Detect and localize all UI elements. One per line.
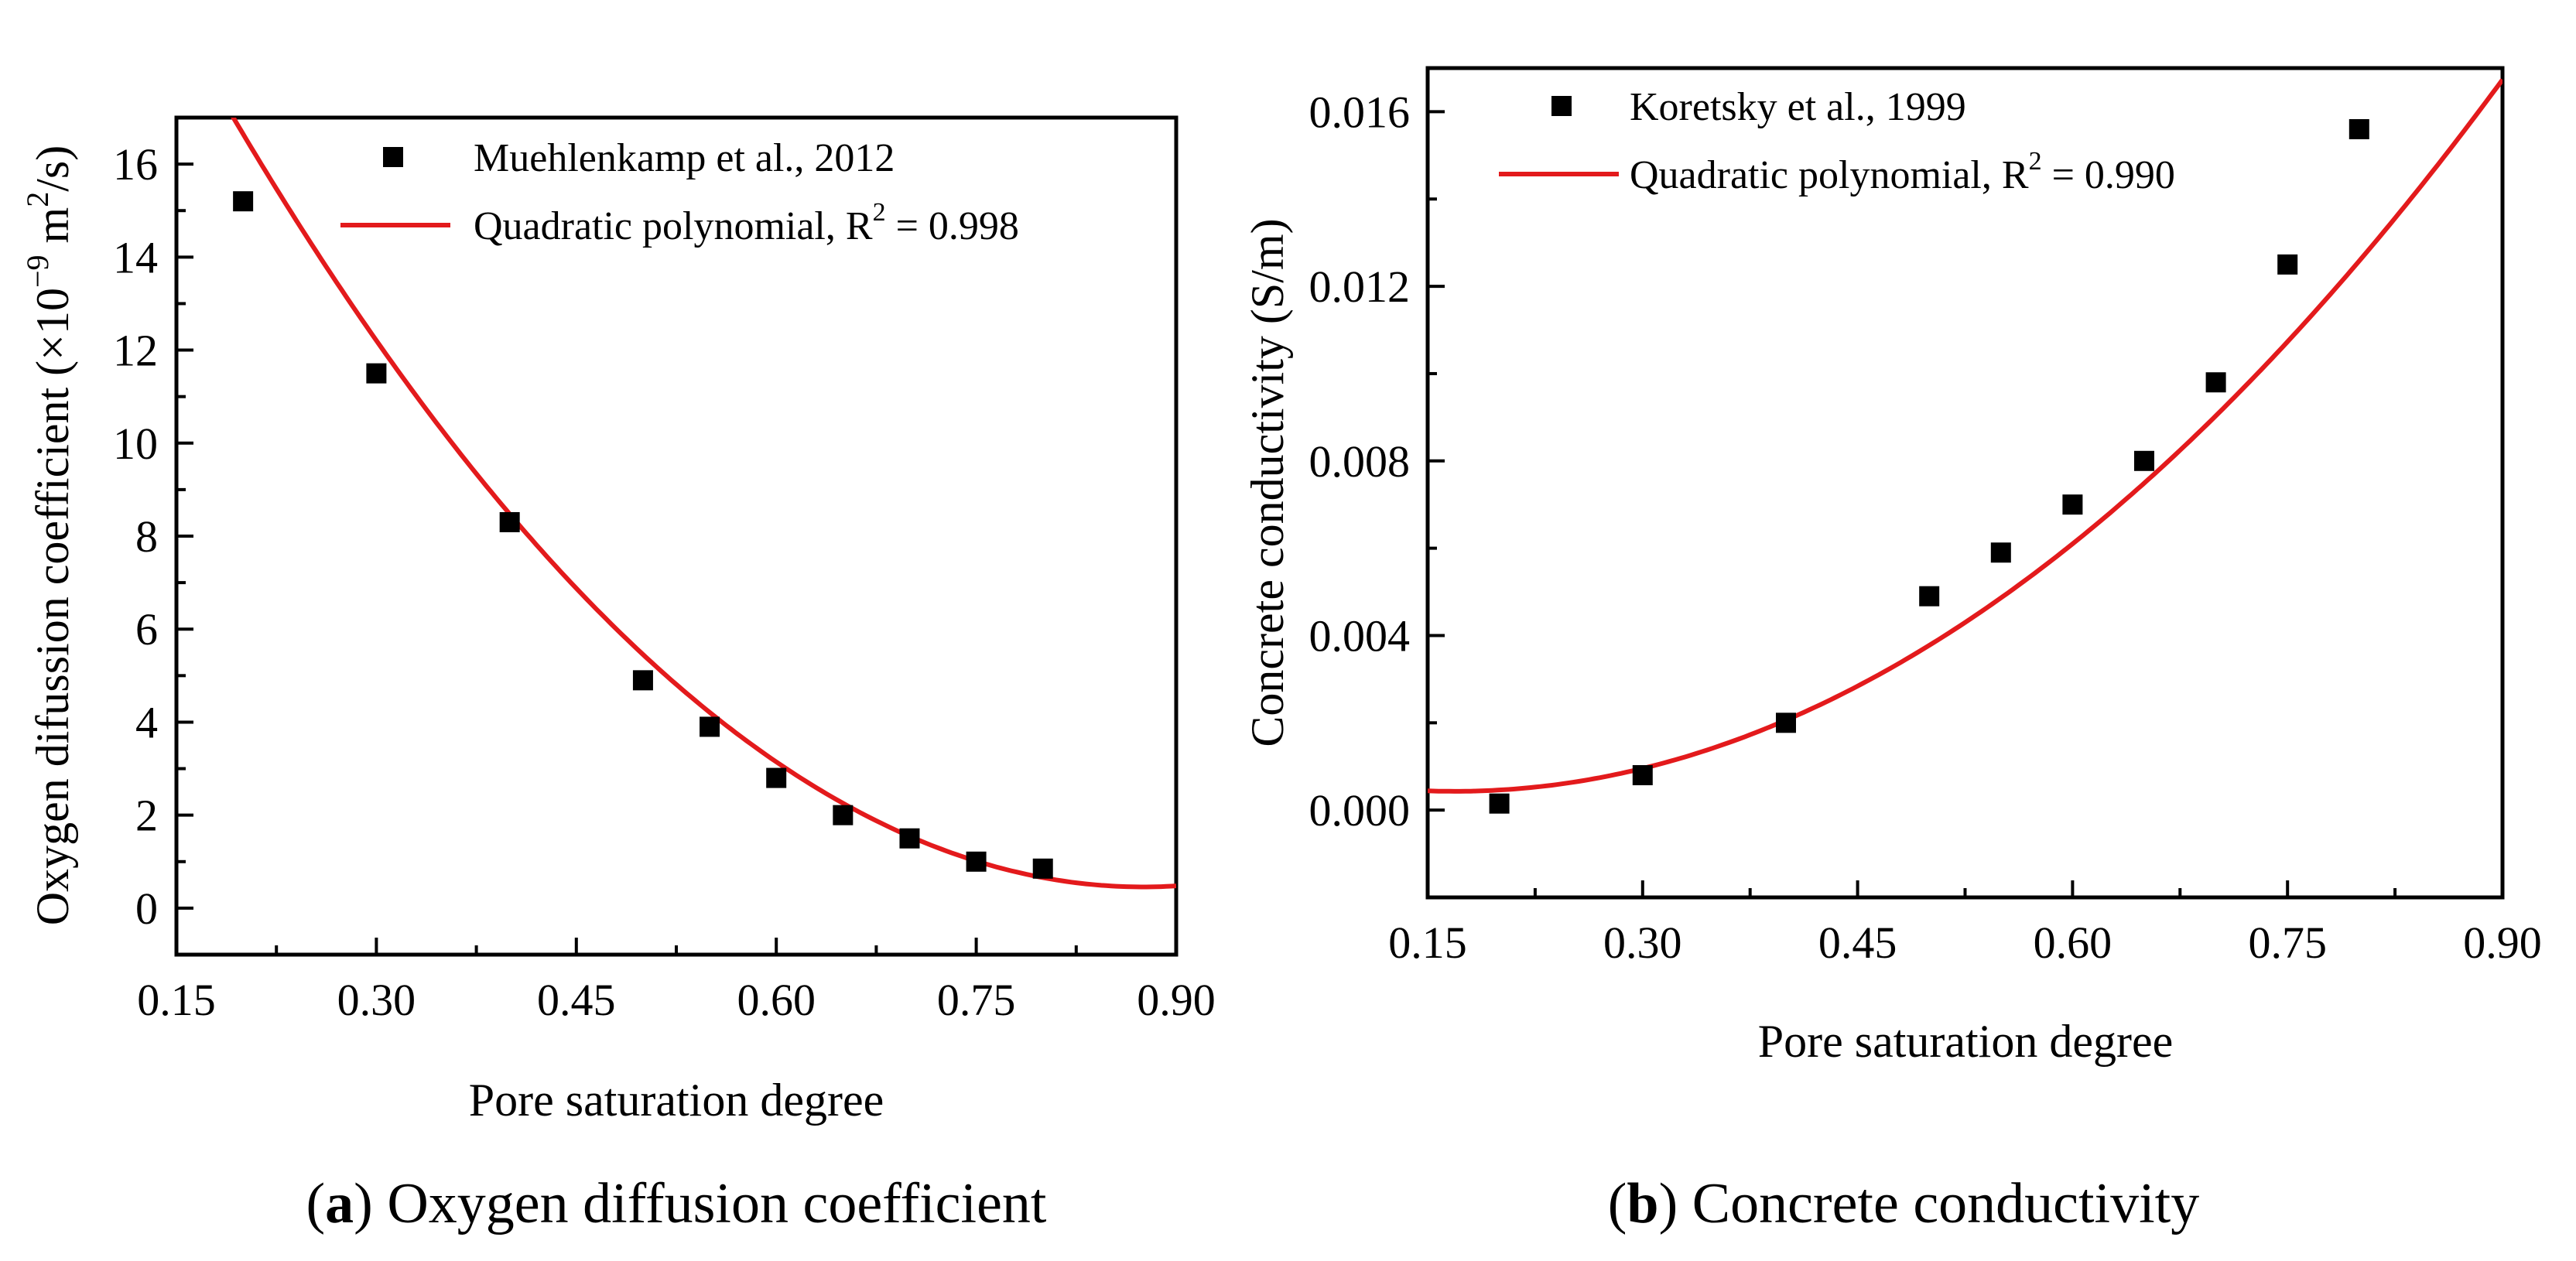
- panel-b-data-point: [2349, 118, 2369, 139]
- panel-b-legend-fit-label: Quadratic polynomial, R2 = 0.990: [1630, 147, 2175, 197]
- panel-a-data-points: [233, 191, 1053, 879]
- panel-a-y-tick-label: 0: [135, 883, 158, 934]
- panel-b-data-point: [1489, 793, 1510, 814]
- panel-a-y-tick-label: 12: [113, 326, 158, 376]
- panel-b-y-tick-label: 0.012: [1309, 261, 1411, 312]
- panel-b-x-tick-label: 0.75: [2248, 918, 2327, 968]
- panel-b-y-tick-label: 0.000: [1309, 785, 1411, 836]
- panel-a-chart: 0.15 0.30 0.45 0.60 0.75 0.90 0 2 4 6 8 10 12 14 16 M…: [20, 115, 1216, 1235]
- panel-b-fit-curve: [1428, 78, 2502, 794]
- panel-b-x-tick-label: 0.90: [2463, 918, 2542, 968]
- panel-b-x-tick-label: 0.60: [2034, 918, 2112, 968]
- panel-b-legend-points-label: Koretsky et al., 1999: [1630, 85, 1966, 129]
- panel-b-data-point: [2205, 372, 2226, 393]
- panel-b-legend: Koretsky et al., 1999 Quadratic polynomi…: [1499, 85, 2175, 197]
- panel-a-x-tick-label: 0.45: [537, 975, 616, 1025]
- panel-a-data-point: [499, 511, 520, 532]
- panel-b-data-point: [1990, 542, 2011, 563]
- panel-b-fit-curve-group: [1428, 78, 2502, 794]
- panel-a-x-tick-label: 0.90: [1137, 975, 1216, 1025]
- panel-a-x-axis-title: Pore saturation degree: [469, 1075, 884, 1126]
- panel-b-data-point: [1632, 765, 1653, 786]
- panel-a-data-point: [766, 767, 787, 788]
- panel-b-x-axis-title: Pore saturation degree: [1758, 1016, 2173, 1067]
- panel-a-y-tick-label: 6: [135, 604, 158, 654]
- panel-b-caption: (b) Concrete conductivity: [1608, 1172, 2200, 1235]
- panel-a-legend-points-label: Muehlenkamp et al., 2012: [474, 136, 895, 180]
- panel-a-data-point: [632, 670, 653, 691]
- panel-a-x-tick-label: 0.60: [737, 975, 816, 1025]
- panel-a-x-tick-label: 0.30: [337, 975, 416, 1025]
- panel-a-legend-marker-square: [383, 147, 403, 167]
- panel-b-x-tick-label: 0.45: [1818, 918, 1897, 968]
- panel-a-fit-curve-group: [231, 118, 1176, 890]
- panel-b-y-axis-title: Concrete conductivity (S/m): [1242, 218, 1293, 747]
- panel-b-chart: 0.15 0.30 0.45 0.60 0.75 0.90 0.000 0.004 0.008…: [1242, 66, 2542, 1235]
- panel-a-y-tick-label: 2: [135, 791, 158, 841]
- panel-a-x-tick-label: 0.75: [937, 975, 1016, 1025]
- panel-a-data-point: [833, 805, 854, 825]
- panel-a-fit-curve: [231, 118, 1176, 890]
- panel-a-y-axis-title: Oxygen difussion coefficient (×10−9 m2/s…: [20, 145, 78, 925]
- panel-a-data-point: [233, 191, 254, 212]
- panel-b-legend-marker-square: [1551, 96, 1572, 116]
- panel-a-y-tick-label: 8: [135, 511, 158, 562]
- panel-b-y-tick-label: 0.016: [1309, 87, 1411, 137]
- panel-a-y-tick-label: 4: [135, 697, 158, 747]
- panel-b-data-point: [2134, 450, 2154, 471]
- panel-a-legend-fit-label: Quadratic polynomial, R2 = 0.998: [474, 198, 1019, 248]
- panel-a-caption: (a) Oxygen diffusion coefficient: [306, 1172, 1047, 1235]
- panel-b-y-ticks: 0.000 0.004 0.008 0.012 0.016: [1309, 87, 1445, 836]
- panel-a-x-tick-label: 0.15: [137, 975, 216, 1025]
- panel-b-x-tick-label: 0.30: [1603, 918, 1682, 968]
- panel-a-y-tick-label: 16: [113, 139, 158, 190]
- panel-a-y-ticks: 0 2 4 6 8 10 12 14 16: [113, 139, 193, 934]
- panel-b-y-tick-label: 0.008: [1309, 436, 1411, 487]
- panel-b-data-point: [2277, 254, 2298, 275]
- panel-b-x-ticks: 0.15 0.30 0.45 0.60 0.75 0.90: [1388, 880, 2542, 968]
- panel-a-data-point: [966, 851, 987, 872]
- panel-b-data-point: [2062, 494, 2083, 515]
- panel-a-x-ticks: 0.15 0.30 0.45 0.60 0.75 0.90: [137, 938, 1216, 1025]
- panel-b-x-tick-label: 0.15: [1388, 918, 1467, 968]
- panel-a-data-point: [899, 828, 920, 849]
- panel-a-y-tick-label: 10: [113, 419, 158, 469]
- panel-b-data-point: [1919, 586, 1940, 607]
- panel-a-data-point: [1032, 858, 1053, 879]
- panel-a-legend: Muehlenkamp et al., 2012 Quadratic polyn…: [340, 136, 1019, 248]
- panel-a-y-tick-label: 14: [113, 232, 158, 282]
- panel-b-y-tick-label: 0.004: [1309, 610, 1411, 661]
- panel-b-data-point: [1776, 713, 1796, 733]
- panel-a-data-point: [700, 716, 720, 737]
- panel-b-data-points: [1489, 118, 2369, 814]
- panel-a-data-point: [366, 363, 387, 384]
